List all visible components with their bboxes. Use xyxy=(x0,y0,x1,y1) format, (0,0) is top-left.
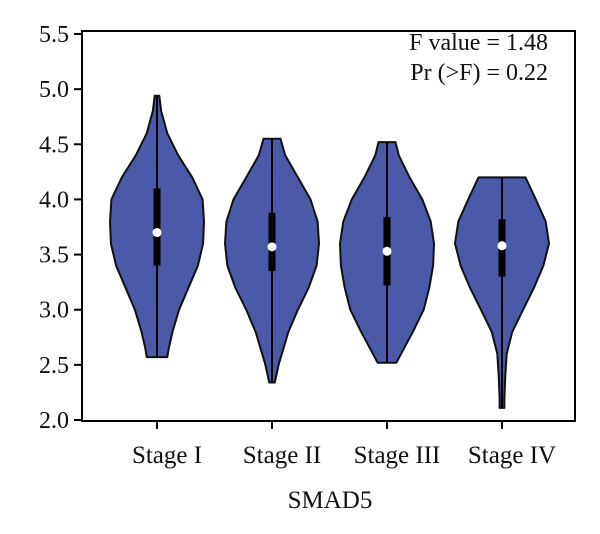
x-tick-label-3: Stage III xyxy=(354,442,441,469)
y-axis: 2.0 2.5 3.0 3.5 4.0 4.5 5.0 5.5 xyxy=(39,22,82,434)
violin-median-2 xyxy=(267,242,277,252)
y-tick-label-6: 5.0 xyxy=(39,77,69,103)
violin-median-4 xyxy=(497,241,507,251)
plot-frame xyxy=(81,30,576,422)
x-tick-label-4: Stage IV xyxy=(468,442,556,469)
x-tick-label-1: Stage I xyxy=(132,442,202,469)
y-tick-label-4: 4.0 xyxy=(39,187,69,213)
violin-3 xyxy=(339,141,435,364)
y-tick-label-5: 4.5 xyxy=(39,132,69,158)
x-tick-label-2: Stage II xyxy=(243,442,321,469)
violin-median-3 xyxy=(382,246,392,256)
violin-median-1 xyxy=(152,228,162,238)
y-tick-label-3: 3.5 xyxy=(39,243,69,269)
annotation-p-value: Pr (>F) = 0.22 xyxy=(410,60,548,86)
violins-layer xyxy=(109,94,550,409)
violin-2 xyxy=(224,137,320,384)
y-tick-label-1: 2.5 xyxy=(39,353,69,379)
y-tick-label-7: 5.5 xyxy=(39,22,69,48)
violin-1 xyxy=(109,94,205,359)
violin-4 xyxy=(454,176,550,409)
y-tick-label-2: 3.0 xyxy=(39,298,69,324)
x-axis-title: SMAD5 xyxy=(288,487,373,514)
x-axis: Stage I Stage II Stage III Stage IV xyxy=(132,421,556,469)
annotation-f-value: F value = 1.48 xyxy=(409,30,548,56)
y-tick-label-0: 2.0 xyxy=(39,408,69,434)
violin-iqr-1 xyxy=(153,188,161,266)
violin-iqr-2 xyxy=(268,212,276,272)
